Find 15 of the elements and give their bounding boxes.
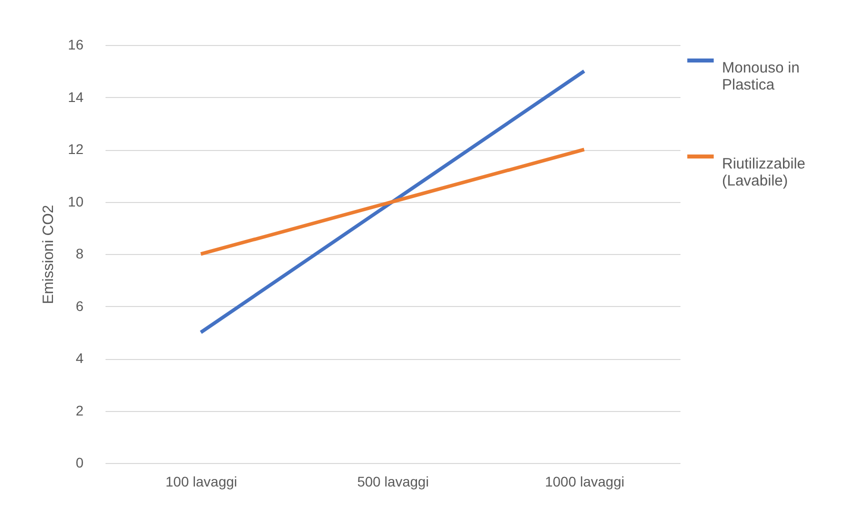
x-tick-label: 500 lavaggi	[357, 474, 429, 490]
y-tick-label: 6	[76, 298, 84, 314]
y-tick-label: 2	[76, 402, 84, 418]
legend-label: Riutilizzabile (Lavabile)	[722, 156, 806, 190]
y-tick-label: 8	[76, 246, 84, 262]
y-axis-title: Emissioni CO2	[40, 204, 57, 304]
y-tick-label: 0	[76, 454, 84, 470]
x-tick-label: 100 lavaggi	[166, 474, 238, 490]
y-tick-label: 16	[68, 36, 84, 52]
legend-label: Monouso in Plastica	[722, 60, 800, 94]
y-tick-label: 10	[68, 193, 84, 210]
x-tick-label: 1000 lavaggi	[544, 474, 624, 490]
y-tick-label: 4	[76, 350, 84, 366]
y-tick-label: 12	[68, 141, 84, 157]
y-tick-label: 14	[68, 88, 84, 105]
